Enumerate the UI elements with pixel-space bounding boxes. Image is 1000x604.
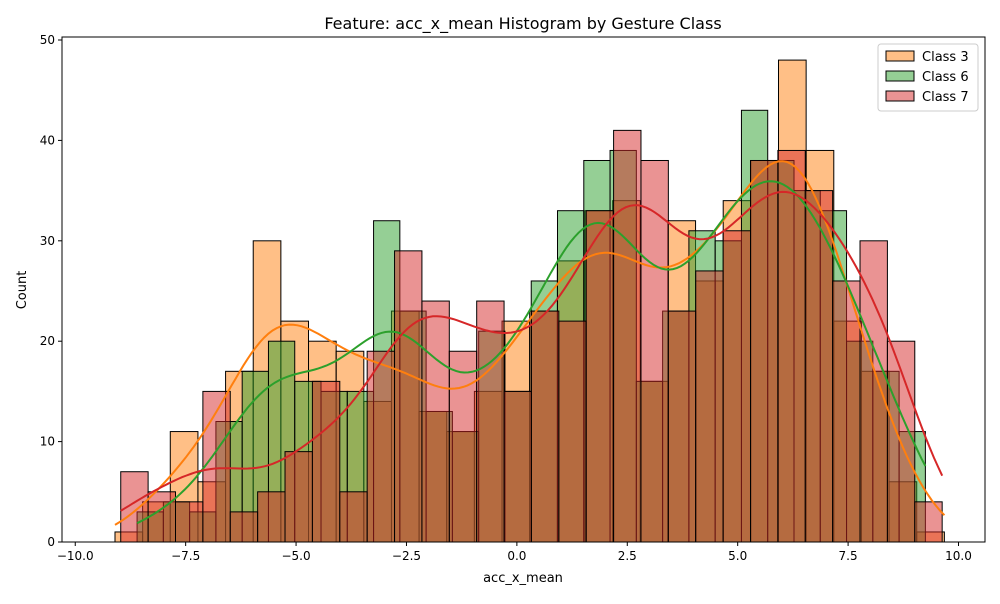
bar-class-7: [394, 250, 423, 543]
kde-line-class-6: [136, 180, 927, 525]
bar-class-7: [585, 210, 615, 543]
legend-label-class-7: Class 7: [922, 90, 969, 105]
y-axis-label: Count: [15, 271, 30, 310]
bar-class-7: [284, 451, 313, 543]
bar-class-7: [667, 310, 697, 543]
bar-class-7: [311, 380, 341, 543]
chart-title: Feature: acc_x_mean Histogram by Gesture…: [324, 14, 721, 34]
y-tick-label: 50: [40, 33, 55, 47]
bar-class-7: [558, 320, 587, 543]
x-tick-label: 7.5: [839, 549, 858, 563]
y-tick-label: 10: [40, 435, 55, 449]
bar-class-7: [859, 240, 888, 543]
legend-label-class-6: Class 6: [922, 70, 969, 85]
bar-class-7: [257, 491, 286, 543]
bar-class-7: [722, 230, 751, 543]
x-tick-label: −7.5: [171, 549, 200, 563]
bar-class-7: [695, 270, 724, 543]
x-axis-label: acc_x_mean: [483, 571, 563, 586]
legend: Class 3 Class 6 Class 7: [877, 43, 979, 112]
bar-class-7: [640, 159, 669, 543]
bar-class-7: [421, 300, 450, 543]
x-tick-label: 0.0: [507, 549, 526, 563]
x-tick-label: −5.0: [281, 549, 310, 563]
kde-line-class-3: [114, 160, 946, 526]
y-tick-label: 20: [40, 334, 55, 348]
plot-frame: [61, 36, 986, 543]
bar-class-7: [448, 350, 478, 543]
x-tick-label: 10.0: [945, 549, 972, 563]
bar-class-7: [339, 491, 368, 543]
x-tick-label: −10.0: [57, 549, 94, 563]
x-tick-label: 5.0: [728, 549, 747, 563]
bar-class-7: [530, 310, 560, 543]
bar-class-7: [147, 491, 176, 543]
bar-class-7: [202, 390, 231, 543]
legend-label-class-3: Class 3: [922, 50, 969, 65]
legend-swatch-class-3: [885, 50, 915, 62]
legend-swatch-class-6: [885, 70, 915, 82]
bar-class-7: [777, 149, 806, 543]
x-tick-label: 2.5: [618, 549, 637, 563]
bar-class-7: [174, 501, 204, 543]
bar-class-7: [832, 280, 861, 543]
y-tick-label: 0: [47, 535, 55, 549]
y-tick-label: 40: [40, 133, 55, 147]
x-tick-label: −2.5: [392, 549, 421, 563]
bar-class-7: [120, 471, 149, 543]
bar-class-7: [229, 511, 259, 543]
bar-class-7: [366, 350, 396, 543]
bar-class-7: [749, 159, 779, 543]
bar-class-7: [613, 129, 642, 543]
bar-class-7: [503, 390, 532, 543]
bar-class-7: [804, 190, 834, 543]
y-tick-label: 30: [40, 234, 55, 248]
bar-class-7: [476, 300, 505, 543]
legend-swatch-class-7: [885, 90, 915, 102]
kde-line-class-7: [120, 190, 944, 512]
